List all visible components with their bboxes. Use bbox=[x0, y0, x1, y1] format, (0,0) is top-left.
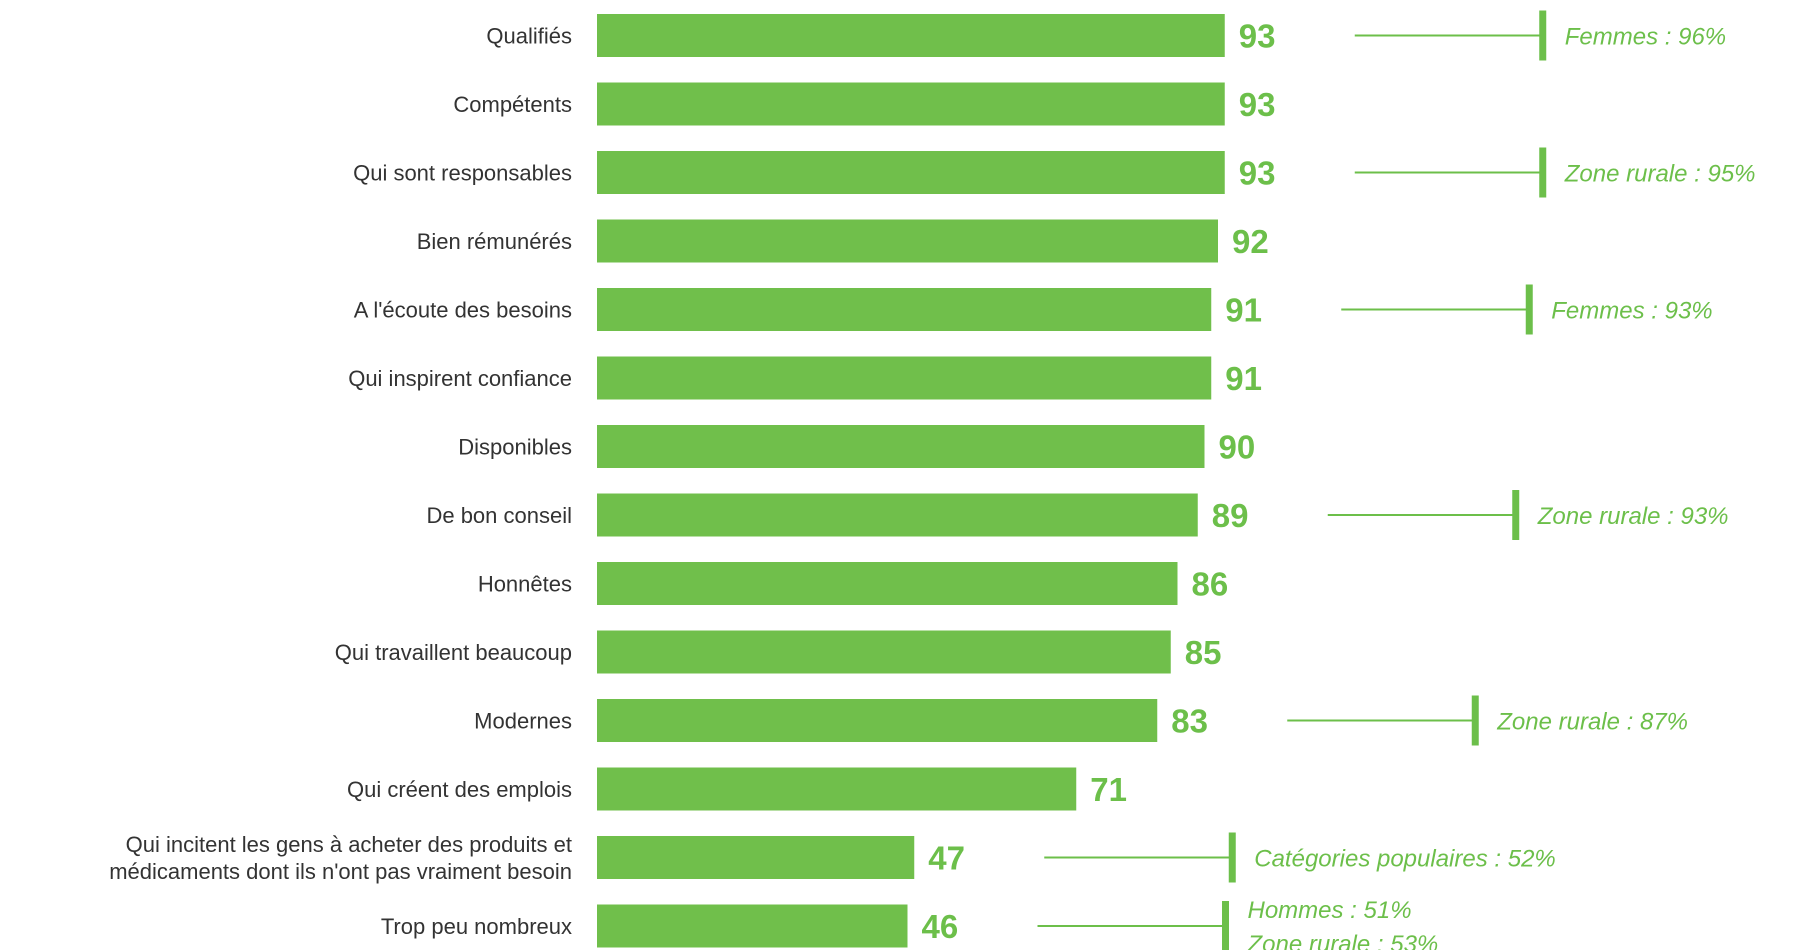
bar bbox=[597, 356, 1212, 400]
annotation-label: Zone rurale : 95% bbox=[1564, 161, 1756, 188]
annotation-label: Catégories populaires : 52% bbox=[1254, 846, 1556, 873]
annotation-label: Zone rurale : 87% bbox=[1496, 709, 1688, 736]
value-label: 47 bbox=[928, 840, 965, 877]
bar-row: Trop peu nombreux 46 Hommes : 51% Zone rura… bbox=[381, 897, 1438, 950]
value-label: 93 bbox=[1239, 86, 1276, 123]
bar-row: A l'écoute des besoins 91 Femmes : 93% bbox=[354, 284, 1713, 335]
value-label: 90 bbox=[1219, 429, 1256, 466]
bar-row: Honnêtes 86 bbox=[478, 562, 1228, 605]
category-label: Qui sont responsables bbox=[353, 161, 572, 186]
category-label: médicaments dont ils n'ont pas vraiment … bbox=[109, 859, 572, 884]
bar bbox=[597, 904, 908, 948]
bar-row: Qui créent des emplois 71 bbox=[347, 767, 1127, 811]
bar-row: Compétents 93 bbox=[453, 82, 1276, 126]
bar bbox=[597, 82, 1225, 126]
value-label: 93 bbox=[1239, 18, 1276, 55]
value-label: 91 bbox=[1225, 360, 1262, 397]
bar bbox=[597, 767, 1077, 811]
bar bbox=[597, 425, 1205, 468]
value-label: 91 bbox=[1225, 292, 1262, 329]
category-label: Trop peu nombreux bbox=[381, 914, 572, 939]
value-label: 71 bbox=[1090, 771, 1127, 808]
category-label: A l'écoute des besoins bbox=[354, 298, 572, 323]
category-label: Qui inspirent confiance bbox=[348, 366, 572, 391]
value-label: 92 bbox=[1232, 223, 1269, 260]
bar-row: Qui inspirent confiance 91 bbox=[348, 356, 1262, 400]
value-label: 86 bbox=[1192, 566, 1229, 603]
value-label: 85 bbox=[1185, 634, 1222, 671]
bar bbox=[597, 562, 1178, 605]
bar-row: Qui incitent les gens à acheter des prod… bbox=[109, 832, 1556, 884]
annotation-label: Zone rurale : 53% bbox=[1247, 931, 1439, 950]
bar-row: Qui travaillent beaucoup 85 bbox=[335, 630, 1222, 674]
annotation-label: Zone rurale : 93% bbox=[1537, 503, 1729, 530]
category-label: De bon conseil bbox=[426, 503, 572, 528]
bar bbox=[597, 219, 1218, 263]
value-label: 46 bbox=[922, 908, 959, 945]
bar-row: Disponibles 90 bbox=[458, 425, 1255, 468]
category-label: Bien rémunérés bbox=[417, 229, 572, 254]
bar bbox=[597, 836, 915, 879]
bar bbox=[597, 288, 1212, 331]
category-label: Qui créent des emplois bbox=[347, 777, 572, 802]
category-label: Modernes bbox=[474, 709, 572, 734]
category-label: Qui incitent les gens à acheter des prod… bbox=[126, 832, 572, 857]
bar-row: Modernes 83 Zone rurale : 87% bbox=[474, 695, 1688, 746]
category-label: Disponibles bbox=[458, 435, 572, 460]
bar-row: De bon conseil 89 Zone rurale : 93% bbox=[426, 490, 1729, 540]
bar-row: Qui sont responsables 93 Zone rurale : 95% bbox=[353, 147, 1756, 198]
annotation-label: Hommes : 51% bbox=[1248, 897, 1412, 924]
annotation-label: Femmes : 93% bbox=[1551, 298, 1712, 325]
category-label: Qui travaillent beaucoup bbox=[335, 640, 572, 665]
bar bbox=[597, 630, 1171, 674]
value-label: 89 bbox=[1212, 497, 1249, 534]
bar bbox=[597, 151, 1225, 194]
value-label: 93 bbox=[1239, 155, 1276, 192]
category-label: Honnêtes bbox=[478, 572, 572, 597]
annotation-label: Femmes : 96% bbox=[1565, 24, 1726, 51]
bar-row: Bien rémunérés 92 bbox=[417, 219, 1269, 263]
bar bbox=[597, 14, 1225, 57]
bar-row: Qualifiés 93 Femmes : 96% bbox=[486, 10, 1726, 61]
bar bbox=[597, 699, 1158, 742]
bar bbox=[597, 493, 1198, 537]
category-label: Compétents bbox=[453, 92, 572, 117]
value-label: 83 bbox=[1171, 703, 1208, 740]
category-label: Qualifiés bbox=[486, 24, 572, 49]
